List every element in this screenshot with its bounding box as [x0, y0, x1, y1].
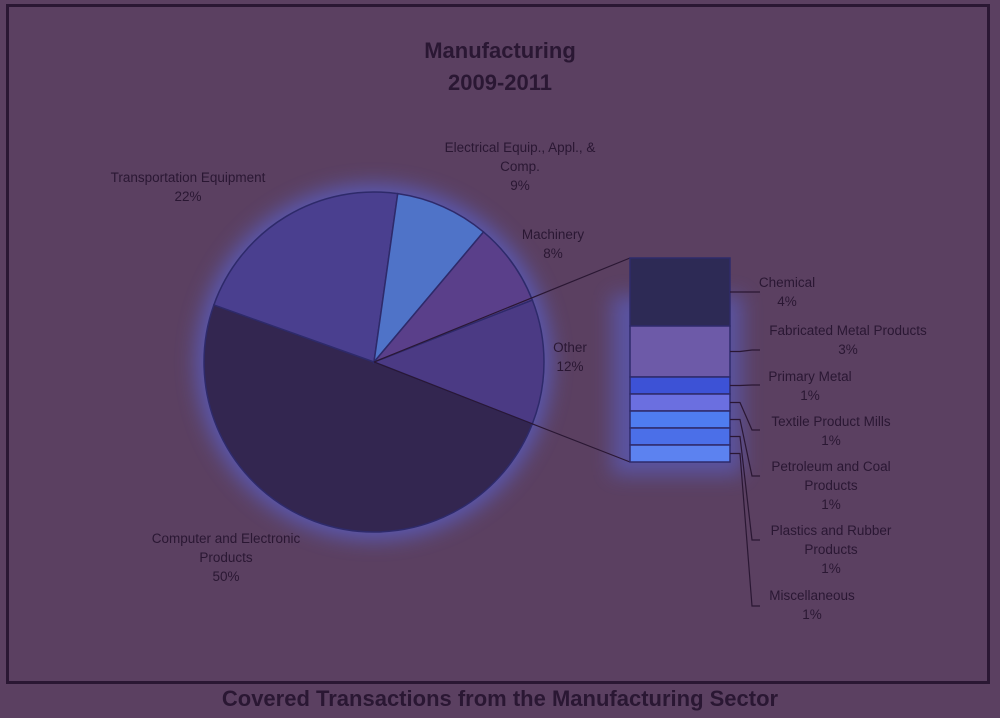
leader-line-misc: [730, 452, 760, 607]
label-petroleum-value: 1%: [821, 497, 841, 512]
label-chemical-value: 4%: [777, 294, 797, 309]
bar-textile: [629, 393, 731, 412]
label-fabricated-name: Fabricated Metal Products: [769, 323, 927, 338]
label-textile: Textile Product Mills 1%: [760, 412, 902, 450]
label-misc-value: 1%: [802, 607, 822, 622]
leader-line-petroleum: [730, 418, 760, 477]
label-machinery-value: 8%: [543, 246, 563, 261]
label-electrical-name: Electrical Equip., Appl., & Comp.: [444, 140, 596, 174]
label-petroleum-name: Petroleum and Coal Products: [771, 459, 891, 493]
label-textile-name: Textile Product Mills: [771, 414, 891, 429]
slice-transportation: [212, 191, 399, 364]
bar-plastics: [629, 427, 731, 446]
label-petroleum: Petroleum and Coal Products 1%: [760, 457, 902, 514]
chart-title: Manufacturing: [424, 38, 576, 63]
label-primary-metal: Primary Metal 1%: [760, 367, 860, 405]
slice-machinery: [373, 230, 534, 363]
connector-line-top: [373, 257, 631, 363]
label-primary-metal-value: 1%: [800, 388, 820, 403]
label-transportation-value: 22%: [174, 189, 202, 204]
label-chemical-name: Chemical: [758, 275, 816, 290]
label-plastics-name: Plastics and Rubber Products: [770, 523, 892, 557]
leader-line-plastics: [730, 435, 760, 541]
chart-caption: Covered Transactions from the Manufactur…: [221, 686, 779, 711]
connector-line-bottom: [373, 361, 631, 463]
leader-line-textile: [730, 401, 760, 431]
label-fabricated: Fabricated Metal Products 3%: [760, 321, 936, 359]
bar-misc: [629, 444, 731, 463]
chart-subtitle: 2009-2011: [448, 70, 552, 95]
leader-line-primary-metal: [730, 384, 760, 387]
label-computer: Computer and Electronic Products 50%: [138, 529, 314, 586]
label-other-value: 12%: [556, 359, 584, 374]
slice-computer-electronic: [203, 304, 534, 533]
label-other: Other 12%: [538, 338, 602, 376]
chart-frame: [6, 4, 990, 684]
bar-petroleum: [629, 410, 731, 429]
label-machinery: Machinery 8%: [505, 225, 601, 263]
label-computer-name: Computer and Electronic Products: [151, 531, 301, 565]
bar-fabricated-metal: [629, 325, 731, 378]
label-plastics: Plastics and Rubber Products 1%: [760, 521, 902, 578]
bar-chemical: [629, 257, 731, 327]
label-electrical-value: 9%: [510, 178, 530, 193]
label-misc: Miscellaneous 1%: [760, 586, 864, 624]
label-misc-name: Miscellaneous: [769, 588, 855, 603]
label-primary-metal-name: Primary Metal: [768, 369, 852, 384]
label-computer-value: 50%: [212, 569, 240, 584]
label-machinery-name: Machinery: [521, 227, 585, 242]
label-electrical: Electrical Equip., Appl., & Comp. 9%: [435, 138, 605, 195]
label-plastics-value: 1%: [821, 561, 841, 576]
label-textile-value: 1%: [821, 433, 841, 448]
slice-electrical: [372, 192, 485, 365]
label-other-name: Other: [553, 340, 587, 355]
label-fabricated-value: 3%: [838, 342, 858, 357]
label-transportation: Transportation Equipment 22%: [100, 168, 276, 206]
slice-other: [371, 299, 545, 425]
label-transportation-name: Transportation Equipment: [110, 170, 266, 185]
label-chemical: Chemical 4%: [752, 273, 822, 311]
leader-line-fabricated-metal: [730, 349, 760, 353]
bar-primary-metal: [629, 376, 731, 395]
